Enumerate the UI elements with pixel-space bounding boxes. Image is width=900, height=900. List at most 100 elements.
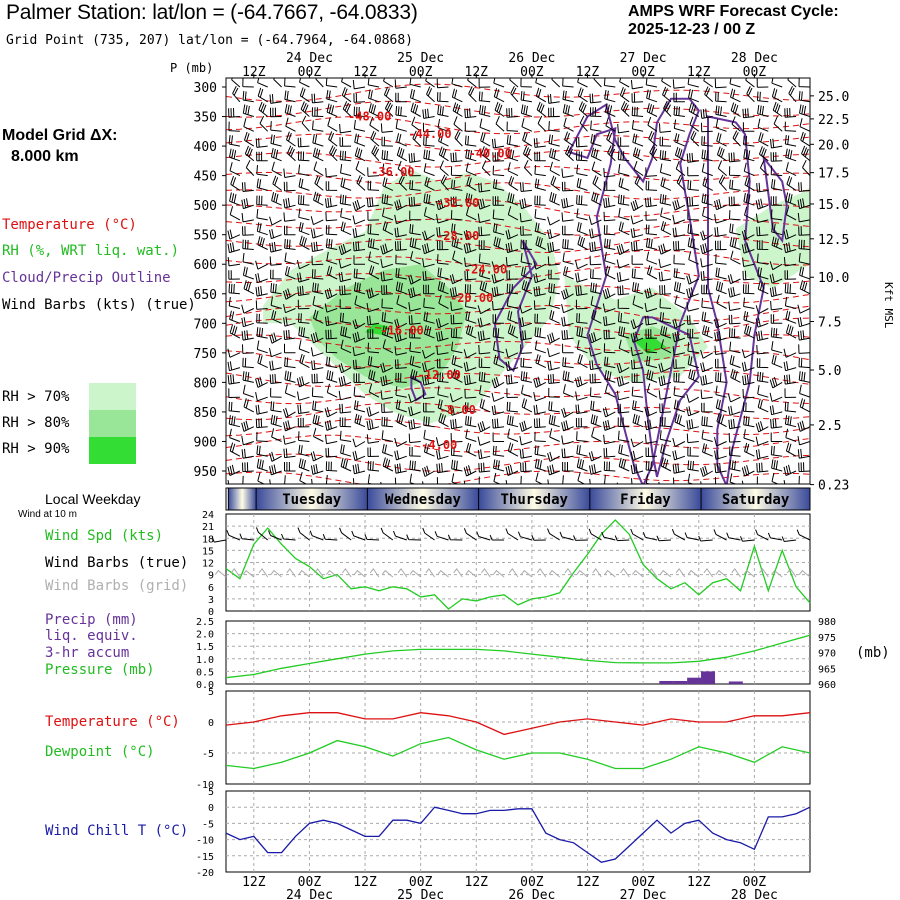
wind-barb — [673, 372, 685, 383]
wind-barb — [297, 137, 310, 148]
wind-barb — [784, 388, 797, 398]
wind-barb — [245, 159, 255, 176]
temperature-isotherm — [226, 470, 810, 484]
wind-barb — [354, 295, 366, 309]
wind-barb — [718, 174, 727, 191]
pressure-tick-label: 300 — [194, 81, 217, 96]
p4-temperature-label: Temperature (°C) — [45, 714, 180, 730]
surface-wind-barb-true — [447, 534, 463, 541]
wind-barb — [548, 414, 560, 428]
wind-barb — [659, 163, 672, 177]
surface-wind-barb-true — [517, 531, 533, 541]
top-time-label: 12Z — [687, 65, 711, 80]
wind-barb — [757, 118, 769, 132]
wind-barb — [449, 405, 463, 416]
wind-barb — [548, 387, 560, 398]
wind-barb — [687, 342, 699, 354]
wind-barb — [771, 341, 783, 354]
wind-barb — [561, 329, 574, 340]
wind-barb — [505, 361, 519, 372]
right-tick-label: 965 — [818, 664, 836, 675]
wind-barb — [312, 400, 324, 413]
weekday-label: Wednesday — [385, 492, 461, 508]
wind-barb — [700, 465, 713, 477]
wind-barb — [521, 398, 533, 413]
temperature-isotherm — [226, 418, 810, 437]
wind-barb — [352, 450, 366, 461]
wind-barb — [785, 192, 797, 206]
wind-barb — [299, 235, 310, 250]
wind-barb — [547, 216, 560, 226]
wind-barb — [340, 221, 352, 236]
panel-frame — [225, 513, 811, 612]
wind-barb — [520, 104, 533, 117]
wind-barb — [380, 375, 394, 387]
wind-barb — [410, 369, 421, 383]
wind-barb — [658, 362, 672, 373]
y-tick-label: 0.0 — [196, 680, 214, 691]
wind-barb — [534, 208, 546, 221]
legend-wind-barbs: Wind Barbs (kts) (true) — [2, 297, 196, 313]
wind-barb — [339, 150, 352, 162]
wind-barb — [283, 407, 296, 418]
wind-barb — [394, 450, 407, 461]
wind-barb — [686, 393, 700, 403]
wind-barb — [630, 463, 644, 475]
wind-barb — [533, 260, 547, 270]
wind-barb — [465, 324, 477, 339]
wind-barb — [311, 269, 324, 280]
wind-barb — [727, 393, 741, 403]
wind-barb — [453, 116, 463, 132]
height-tick-label: 7.5 — [818, 316, 841, 331]
wind-barb — [454, 130, 463, 147]
wind-barb — [519, 420, 533, 432]
wind-barb — [226, 279, 227, 280]
wind-barb — [605, 117, 616, 132]
wind-barb — [575, 417, 588, 428]
wind-barb — [477, 305, 491, 315]
wind-barb — [729, 459, 741, 472]
surface-wind-barb-grid — [715, 569, 727, 578]
wind-barb — [660, 177, 672, 191]
right-tick-label: 980 — [818, 617, 836, 628]
wind-barb — [395, 105, 407, 117]
wind-barb — [785, 442, 797, 457]
wind-barb — [506, 270, 519, 280]
surface-wind-barb-grid — [353, 569, 366, 578]
wind-barb — [325, 211, 338, 222]
wind-barb — [534, 222, 546, 236]
temperature-isotherm — [226, 149, 810, 168]
wind-barb — [534, 445, 546, 457]
wind-barb — [380, 123, 393, 133]
wind-barb — [632, 400, 644, 413]
wind-barb — [755, 317, 769, 328]
isotherm-label: -32.00 — [436, 196, 479, 210]
wind-barb — [340, 339, 352, 354]
surface-wind-barb-grid — [381, 569, 394, 578]
surface-wind-barb-grid — [771, 569, 783, 578]
surface-wind-barb-true — [684, 532, 699, 541]
surface-wind-barb-true — [547, 528, 560, 541]
wind-barb — [742, 122, 755, 132]
wind-barb — [311, 255, 324, 266]
wind-barb — [338, 390, 352, 401]
wind-barb — [658, 258, 672, 269]
temperature-isotherm — [226, 182, 810, 200]
wind-barb — [464, 374, 477, 386]
wind-barb — [409, 78, 421, 88]
wind-barb — [325, 474, 331, 484]
isotherm-label: -16.00 — [380, 323, 423, 337]
wind-barb — [728, 301, 741, 311]
wind-barb — [506, 401, 519, 413]
wind-barb — [770, 327, 783, 339]
temperature-line — [225, 712, 811, 736]
wind-barb — [382, 457, 394, 472]
wind-barb — [700, 481, 702, 484]
wind-barb — [463, 480, 466, 484]
wind-barb — [368, 103, 380, 117]
wind-barb — [312, 282, 324, 295]
wind-barb — [575, 391, 588, 401]
wind-barb — [756, 91, 769, 103]
wind-barb — [242, 357, 254, 369]
wind-barb — [602, 287, 616, 300]
